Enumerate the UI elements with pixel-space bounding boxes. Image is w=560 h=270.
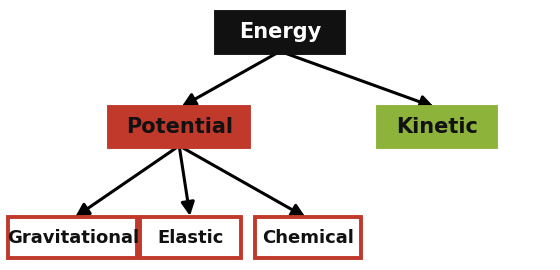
FancyBboxPatch shape: [378, 107, 496, 147]
FancyBboxPatch shape: [109, 107, 249, 147]
Text: Potential: Potential: [125, 117, 233, 137]
Text: Elastic: Elastic: [157, 229, 223, 247]
Text: Chemical: Chemical: [262, 229, 354, 247]
FancyBboxPatch shape: [216, 12, 344, 53]
FancyBboxPatch shape: [140, 217, 241, 258]
Text: Gravitational: Gravitational: [7, 229, 139, 247]
Text: Energy: Energy: [239, 22, 321, 42]
FancyBboxPatch shape: [255, 217, 361, 258]
Text: Kinetic: Kinetic: [396, 117, 478, 137]
FancyBboxPatch shape: [8, 217, 137, 258]
